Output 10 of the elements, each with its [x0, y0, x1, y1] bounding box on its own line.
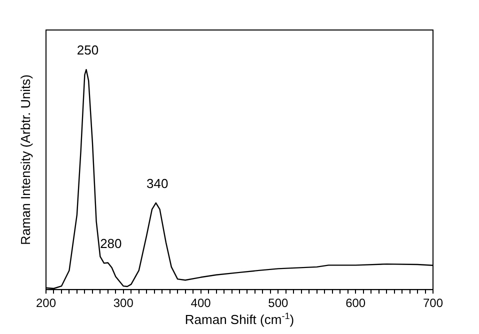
x-tick-label: 500: [268, 296, 289, 310]
x-tick-label: 300: [113, 296, 134, 310]
x-tick-label: 700: [422, 296, 444, 310]
x-tick-label: 600: [346, 296, 366, 310]
x-tick-label: 400: [190, 296, 212, 310]
annotation: 340: [146, 176, 168, 191]
annotation: 250: [76, 42, 99, 58]
annotation: 280: [100, 236, 122, 251]
y-axis-title: Raman Intensity (Arbtr. Units): [18, 74, 33, 246]
x-tick-label: 200: [36, 296, 56, 310]
